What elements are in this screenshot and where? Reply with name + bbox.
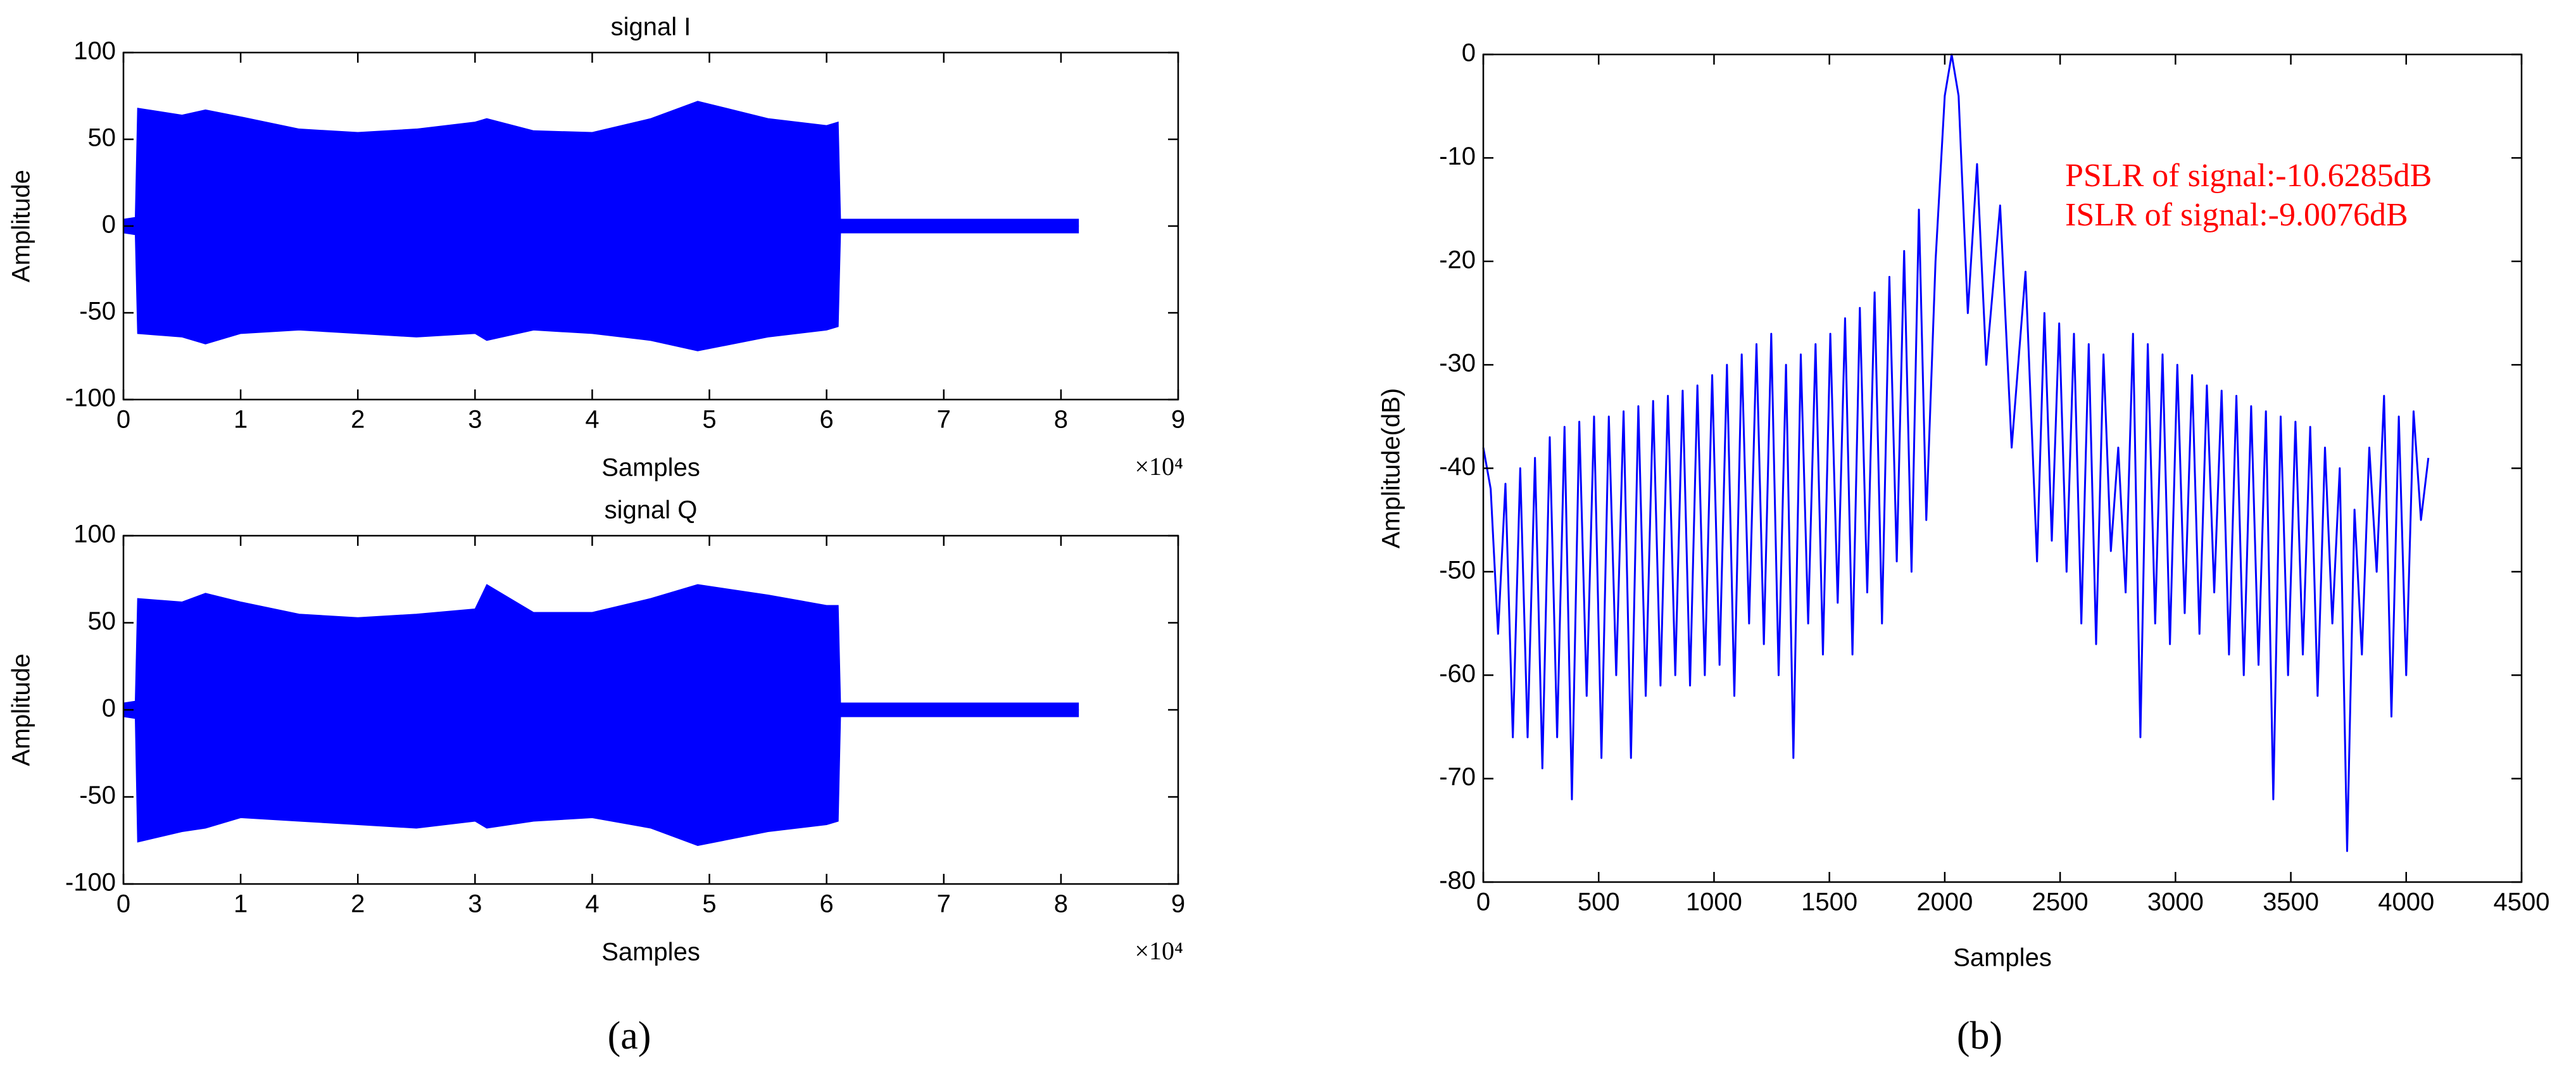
- x-tick-label: 4500: [2494, 888, 2550, 916]
- x-tick-label: 6: [820, 406, 834, 434]
- panel-label: (b): [1957, 1014, 2002, 1057]
- x-tick-label: 0: [116, 890, 130, 918]
- x-tick-label: 4: [585, 890, 599, 918]
- x-tick-label: 2: [351, 890, 365, 918]
- x-multiplier: ×10⁴: [1134, 937, 1183, 965]
- x-tick-label: 0: [116, 406, 130, 434]
- y-tick-label: -100: [65, 384, 116, 412]
- y-axis-label: Amplitude(dB): [1378, 388, 1405, 548]
- y-tick-label: -70: [1439, 763, 1476, 791]
- x-tick-label: 8: [1054, 890, 1068, 918]
- x-tick-label: 6: [820, 890, 834, 918]
- x-tick-label: 0: [1476, 888, 1490, 916]
- y-tick-label: -50: [79, 781, 116, 809]
- y-tick-label: -30: [1439, 350, 1476, 377]
- signal-envelope: [123, 225, 1079, 351]
- x-tick-label: 9: [1171, 406, 1185, 434]
- x-tick-label: 1: [234, 890, 248, 918]
- x-tick-label: 4: [585, 406, 599, 434]
- signal-envelope: [123, 101, 1079, 227]
- x-axis-label: Samples: [601, 938, 700, 966]
- y-tick-label: -100: [65, 869, 116, 897]
- y-tick-label: -80: [1439, 867, 1476, 895]
- y-tick-label: -20: [1439, 246, 1476, 274]
- y-tick-label: -40: [1439, 453, 1476, 481]
- x-tick-label: 7: [937, 406, 951, 434]
- y-tick-label: 100: [73, 521, 116, 548]
- x-tick-label: 5: [702, 406, 716, 434]
- x-axis-label: Samples: [1953, 944, 2052, 972]
- annotation: ISLR of signal:-9.0076dB: [2065, 197, 2408, 233]
- x-tick-label: 1500: [1801, 888, 1857, 916]
- y-tick-label: -50: [79, 298, 116, 325]
- y-tick-label: 0: [102, 695, 116, 722]
- x-tick-label: 2000: [1916, 888, 1973, 916]
- annotation: PSLR of signal:-10.6285dB: [2065, 158, 2432, 194]
- x-tick-label: 5: [702, 890, 716, 918]
- signal-envelope: [123, 584, 1079, 710]
- x-tick-label: 2: [351, 406, 365, 434]
- y-axis-label: Amplitude: [8, 170, 35, 282]
- x-tick-label: 3: [468, 406, 482, 434]
- signal-envelope: [123, 709, 1079, 847]
- y-tick-label: -60: [1439, 660, 1476, 688]
- y-tick-label: -50: [1439, 556, 1476, 584]
- x-axis-label: Samples: [601, 454, 700, 482]
- x-tick-label: 7: [937, 890, 951, 918]
- y-tick-label: 50: [88, 124, 116, 152]
- y-tick-label: 100: [73, 37, 116, 65]
- spectrum-line: [1482, 53, 2430, 852]
- x-tick-label: 3: [468, 890, 482, 918]
- x-multiplier: ×10⁴: [1134, 452, 1183, 481]
- y-tick-label: 0: [102, 211, 116, 239]
- x-tick-label: 2500: [2032, 888, 2089, 916]
- x-tick-label: 3500: [2263, 888, 2319, 916]
- y-tick-label: 0: [1462, 39, 1476, 67]
- x-tick-label: 9: [1171, 890, 1185, 918]
- x-tick-label: 1: [234, 406, 248, 434]
- axes-title: signal I: [611, 13, 691, 41]
- y-tick-label: 50: [88, 607, 116, 635]
- x-tick-label: 8: [1054, 406, 1068, 434]
- y-tick-label: -10: [1439, 142, 1476, 170]
- x-tick-label: 3000: [2147, 888, 2204, 916]
- x-tick-label: 500: [1578, 888, 1620, 916]
- y-axis-label: Amplitude: [8, 653, 35, 766]
- x-tick-label: 1000: [1686, 888, 1742, 916]
- x-tick-label: 4000: [2378, 888, 2434, 916]
- axes-title: signal Q: [605, 496, 698, 524]
- panel-label: (a): [608, 1014, 651, 1057]
